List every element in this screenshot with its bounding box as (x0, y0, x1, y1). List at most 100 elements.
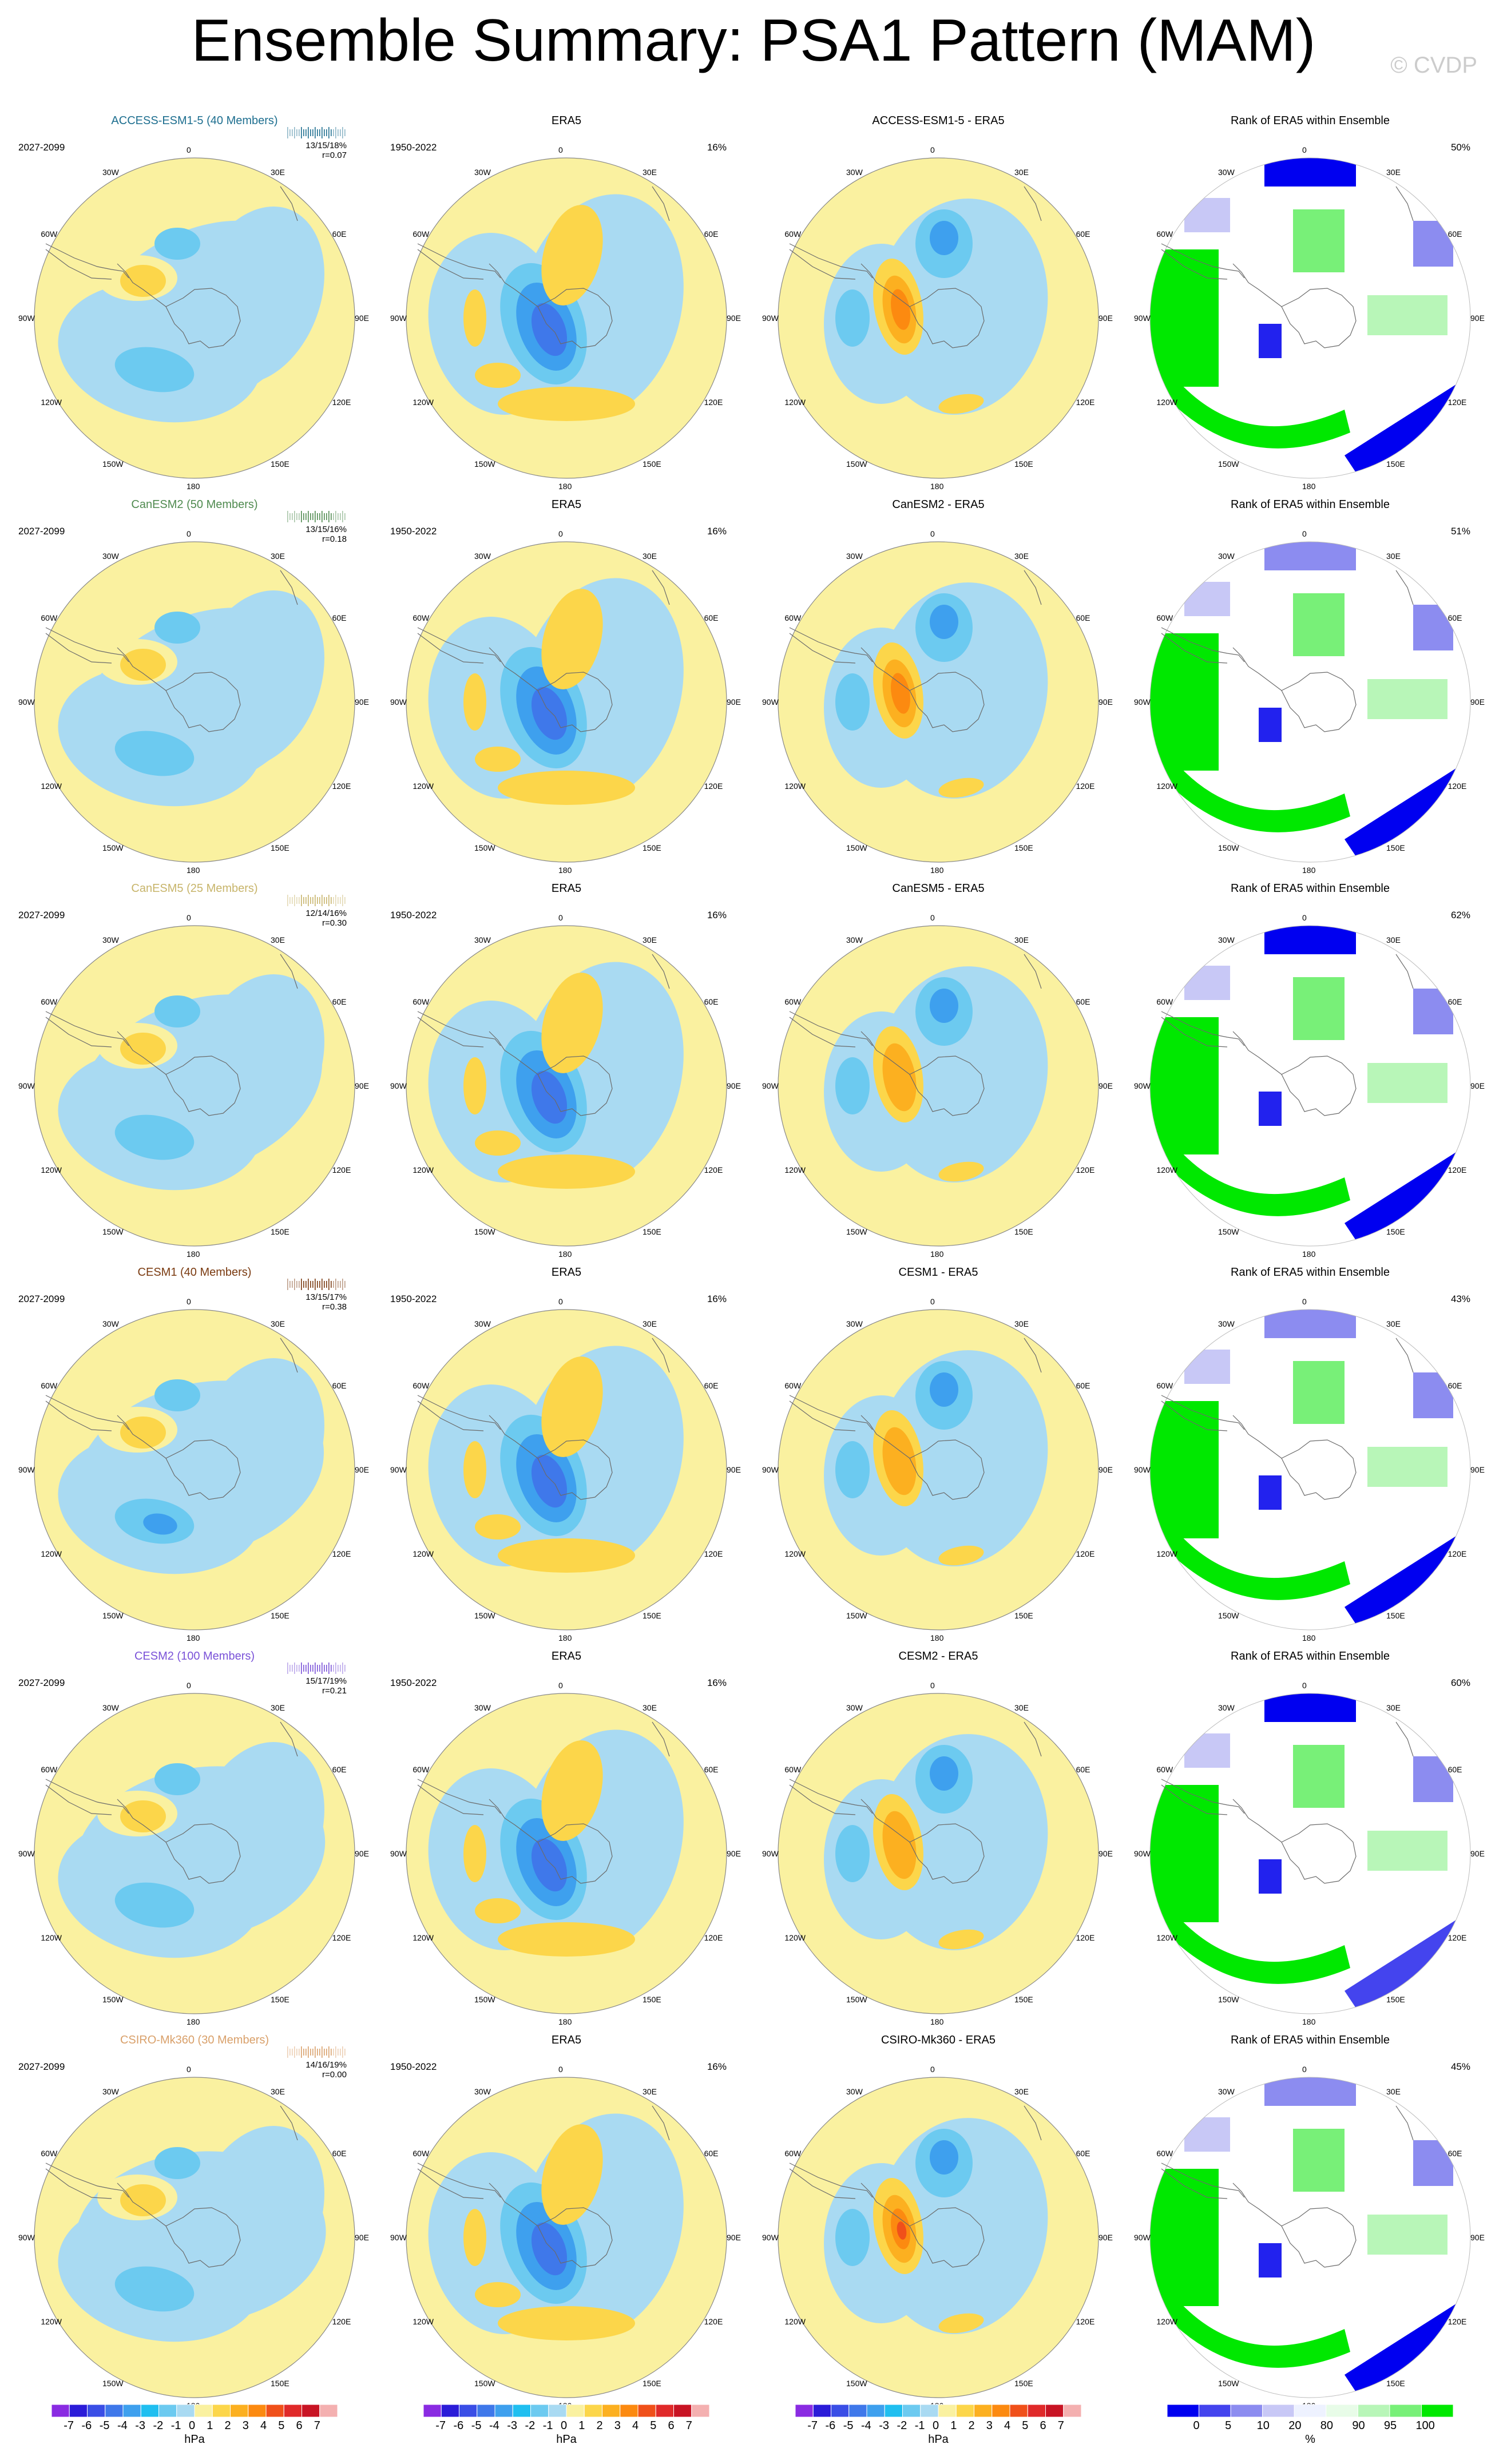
longitude-label: 30W (1218, 935, 1235, 945)
colorbar-swatch (230, 2404, 249, 2418)
period-label: 2027-2099 (18, 1293, 65, 1304)
longitude-label: 30W (846, 551, 863, 561)
colorbar-tick: -7 (64, 2419, 74, 2432)
colorbar-swatch (548, 2404, 567, 2418)
colorbar-tick: 20 (1288, 2419, 1302, 2432)
longitude-label: 30E (1014, 2087, 1029, 2097)
longitude-label: 150E (643, 459, 661, 469)
member-barcode (287, 511, 346, 522)
longitude-label: 90E (727, 1081, 741, 1090)
colorbar-swatches (423, 2404, 710, 2418)
longitude-label: 150E (643, 2378, 661, 2388)
longitude-label: 90W (1134, 697, 1151, 707)
longitude-label: 60W (41, 1381, 58, 1390)
longitude-label: 150E (1014, 1227, 1033, 1236)
longitude-label: 30W (102, 551, 119, 561)
colorbar-swatch (620, 2404, 639, 2418)
panel-diff: CESM2 - ERA5 0 30E 60E 90E 120E 150E 180 150W 120… (755, 1650, 1121, 2027)
panel-title: ERA5 (551, 2034, 582, 2046)
longitude-label: 30E (271, 1703, 285, 1713)
panel-title: CanESM5 - ERA5 (892, 882, 985, 895)
longitude-label: 60E (1447, 2149, 1462, 2158)
variance-pct: 16% (707, 1677, 727, 1688)
longitude-label: 90E (355, 1465, 369, 1474)
longitude-label: 90E (355, 2233, 369, 2242)
panel-rank: Rank of ERA5 within Ensemble 50% 0 30E 60E 90… (1127, 114, 1493, 492)
longitude-label: 90E (1098, 1465, 1113, 1474)
longitude-label: 30W (1218, 1319, 1235, 1329)
longitude-label: 30E (271, 1319, 285, 1329)
longitude-label: 180 (930, 2017, 944, 2026)
longitude-label: 30W (102, 2087, 119, 2097)
panel-rank: Rank of ERA5 within Ensemble 62% 0 30E 60E 90… (1127, 882, 1493, 1260)
colorbar-swatch (302, 2404, 320, 2418)
colorbar-tick: -5 (471, 2419, 482, 2432)
panel-title: ACCESS-ESM1-5 - ERA5 (872, 114, 1005, 127)
longitude-label: 30W (1218, 1703, 1235, 1713)
longitude-label: 90W (18, 1081, 35, 1090)
longitude-label: 180 (1302, 482, 1316, 491)
colorbar-swatches (1167, 2404, 1454, 2418)
longitude-label: 90W (18, 697, 35, 707)
colorbar-rank: 0 5 10 20 80 90 95 100% (1127, 2400, 1493, 2457)
longitude-label: 180 (930, 482, 944, 491)
longitude-label: 90E (1470, 2233, 1485, 2242)
colorbar-tick: -2 (897, 2419, 907, 2432)
longitude-label: 30W (474, 1703, 491, 1713)
polar-map (34, 1309, 355, 1630)
colorbar-tick: 7 (1057, 2419, 1064, 2432)
polar-map (1149, 541, 1471, 863)
colorbar-tick: -5 (99, 2419, 110, 2432)
colorbar-swatch (938, 2404, 957, 2418)
panel-title: ACCESS-ESM1-5 (40 Members) (111, 114, 278, 127)
longitude-label: 30W (474, 168, 491, 177)
longitude-label: 30W (474, 2087, 491, 2097)
colorbar-tick: 7 (685, 2419, 692, 2432)
longitude-label: 30E (271, 551, 285, 561)
longitude-label: 150W (474, 2378, 495, 2388)
longitude-label: 90E (355, 1849, 369, 1858)
stats-block: 13/15/17% r=0.38 (284, 1292, 347, 1312)
longitude-label: 30W (846, 168, 863, 177)
longitude-label: 180 (558, 1633, 572, 1642)
longitude-label: 60E (332, 2149, 347, 2158)
longitude-label: 30W (846, 1319, 863, 1329)
stats-block: 15/17/19% r=0.21 (284, 1676, 347, 1696)
longitude-label: 90W (1134, 314, 1151, 323)
longitude-label: 30W (102, 935, 119, 945)
colorbar-swatch (51, 2404, 70, 2418)
longitude-label: 60W (41, 1765, 58, 1774)
longitude-label: 30E (643, 1703, 657, 1713)
period-label: 2027-2099 (18, 142, 65, 153)
longitude-label: 30W (102, 168, 119, 177)
colorbar-swatch (140, 2404, 159, 2418)
longitude-label: 30W (846, 935, 863, 945)
longitude-label: 120W (784, 1165, 806, 1175)
longitude-label: 150E (1386, 1610, 1405, 1620)
longitude-label: 120W (413, 1549, 434, 1558)
colorbar-swatch (477, 2404, 495, 2418)
longitude-label: 120E (704, 781, 723, 791)
longitude-label: 180 (187, 2017, 200, 2026)
longitude-label: 30W (102, 1319, 119, 1329)
longitude-label: 90W (18, 314, 35, 323)
stats-corr: r=0.00 (322, 2070, 347, 2080)
longitude-label: 90E (1470, 1849, 1485, 1858)
longitude-label: 0 (930, 529, 935, 538)
polar-map (778, 2077, 1099, 2398)
longitude-label: 120W (41, 781, 62, 791)
longitude-label: 150E (1014, 1610, 1033, 1620)
colorbar-swatch (566, 2404, 585, 2418)
panel-obs: ERA51950-202216%030E60E90E120E150E180150… (383, 2034, 749, 2411)
longitude-label: 120E (1076, 781, 1095, 791)
polar-map (778, 157, 1099, 479)
longitude-label: 60E (1447, 1381, 1462, 1390)
colorbar-tick: 80 (1320, 2419, 1334, 2432)
longitude-label: 120E (1447, 2317, 1467, 2326)
longitude-label: 30E (1014, 1319, 1029, 1329)
panel-diff: CSIRO-Mk360 - ERA5030E60E90E120E150E1801… (755, 2034, 1121, 2411)
polar-map (778, 1693, 1099, 2014)
polar-map (1149, 925, 1471, 1247)
colorbar-tick: -6 (825, 2419, 836, 2432)
